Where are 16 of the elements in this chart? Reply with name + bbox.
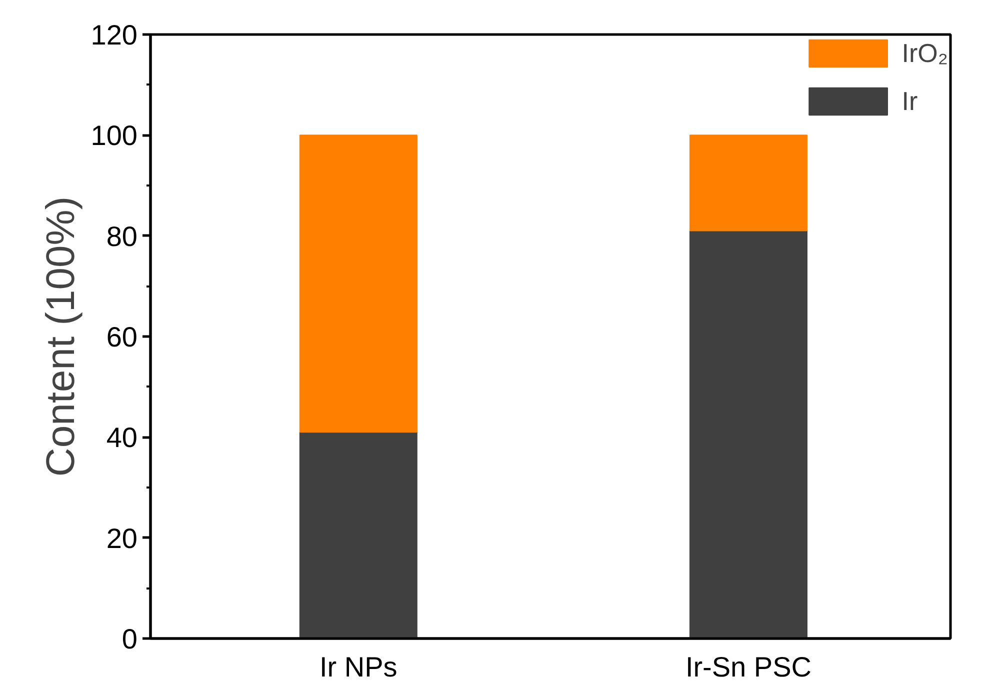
bar xyxy=(299,134,418,433)
bar xyxy=(299,432,418,638)
x-tick-label: Ir NPs xyxy=(320,652,398,682)
y-tick-label: 80 xyxy=(106,220,138,252)
y-tick-label: 40 xyxy=(106,422,138,454)
y-tick-label: 20 xyxy=(106,522,138,554)
y-tick-label: 0 xyxy=(122,624,138,654)
y-tick-label: 120 xyxy=(90,20,138,50)
x-tick-label: Ir-Sn PSC xyxy=(685,652,812,682)
legend-label: Ir xyxy=(902,86,919,116)
y-tick-label: 100 xyxy=(90,120,138,152)
bar xyxy=(689,134,808,232)
y-axis-title: Content (100%) xyxy=(38,196,83,477)
legend-label: IrO₂ xyxy=(902,38,948,68)
y-tick-label: 60 xyxy=(106,322,138,352)
bar xyxy=(689,230,808,638)
